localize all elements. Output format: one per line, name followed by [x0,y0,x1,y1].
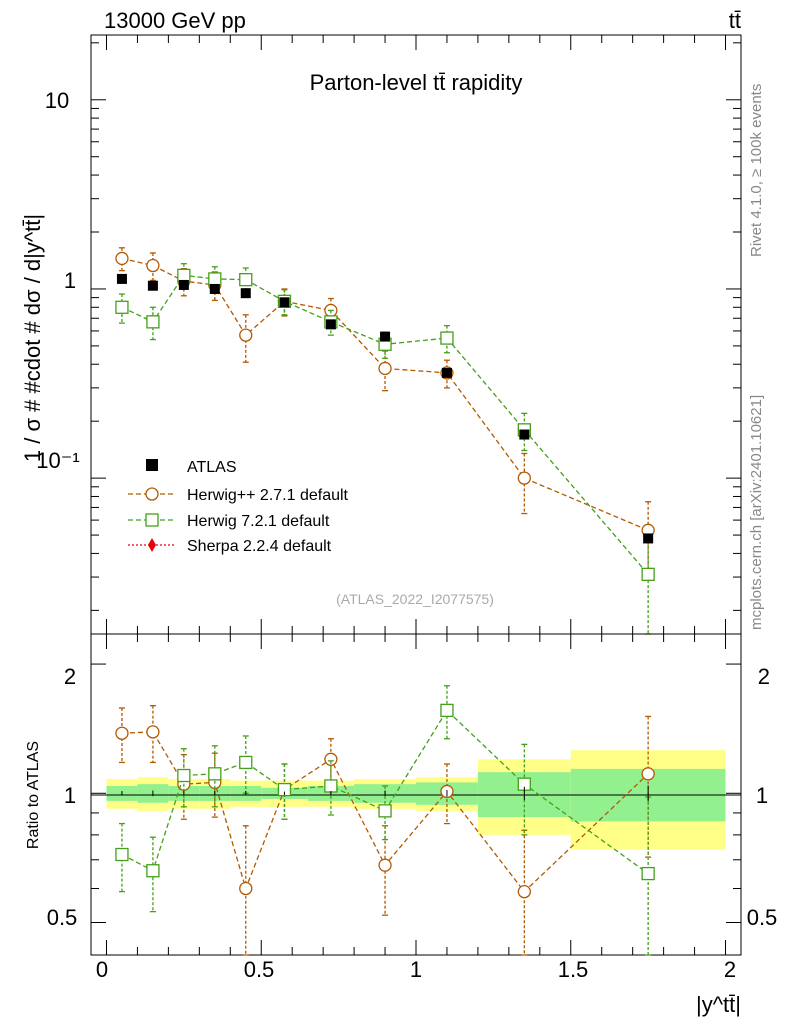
ratio-series-1-point [378,804,392,818]
ratio-series-1-line [121,709,649,875]
ratio-series-0-point [378,858,392,872]
ratio-series-0-point [146,725,160,739]
process-label: tt̄ [729,8,741,33]
ratio-series-0-point [517,884,531,899]
ratio-plot-panel: 2 2 1 1 0.5 0.5 [47,633,778,956]
ratio-tick-label-05-left: 0.5 [47,905,78,930]
legend-marker-herwig7 [145,513,159,527]
main-series-1-point [440,331,454,345]
ratio-series-0-point [324,752,338,766]
ratio-series-1-point [277,782,292,797]
main-series-0-point [517,471,531,485]
ratio-series-1-point [177,768,191,783]
main-series-0-point [378,361,392,376]
main-axis-ticks [91,35,741,634]
main-series-1-point [115,300,129,314]
x-tick-label-1: 1 [410,957,422,982]
main-series-0-line [121,257,649,531]
x-tick-label-0: 0 [96,957,108,982]
x-tick-label-15: 1.5 [558,957,589,982]
main-series-0-point [115,251,129,266]
y-tick-label-1: 1 [64,268,76,293]
atlas-data-point [441,367,452,378]
atlas-data-point [209,283,220,294]
ratio-series-0-point [239,881,253,896]
legend-label-sherpa: Sherpa 2.2.4 default [187,538,332,555]
ratio-series-0-point [641,767,655,781]
ratio-series-1-point [146,864,160,878]
ratio-series-1-point [440,703,454,718]
main-series-1-point [641,567,655,582]
main-series-layer [115,247,655,635]
ratio-series-0-point [115,726,129,740]
x-tick-label-2: 2 [724,957,736,982]
rivet-label: Rivet 4.1.0, ≥ 100k events [748,84,765,257]
ratio-axis-ticks [91,634,741,955]
legend: ATLAS Herwig++ 2.7.1 default Herwig 7.2.… [128,459,349,555]
x-axis-label: |y^tt̄| [696,992,741,1017]
x-tick-label-05: 0.5 [244,957,275,982]
atlas-data-point [147,280,158,291]
ratio-tick-label-1-left: 1 [64,783,76,808]
main-series-1-point [177,268,191,283]
ratio-uncertainty-bands [106,750,726,850]
ratio-series-1-point [239,755,253,770]
energy-label: 13000 GeV pp [104,8,246,33]
y-tick-label-0p1: 10⁻¹ [36,448,79,473]
atlas-data-point [325,319,336,330]
main-plot-panel: 10 1 10⁻¹ Parton-level tt̄ rapidity (ATL… [36,34,742,635]
y-axis-label: 1 / σ # #cdot # dσ / d|y^tt̄| [20,214,45,462]
ratio-series-1-point [324,779,338,793]
main-series-0-point [239,328,253,342]
main-series-1-point [146,315,160,329]
analysis-id-label: (ATLAS_2022_I2077575) [336,591,494,607]
main-series-1-point [239,272,253,287]
ratio-y-axis-label: Ratio to ATLAS [25,741,42,849]
atlas-data-point [116,273,127,284]
legend-marker-atlas [146,459,158,471]
ratio-tick-label-2-right: 2 [758,664,770,689]
ratio-series-layer [115,685,655,956]
main-series-0-point [146,258,160,273]
legend-label-herwig7: Herwig 7.2.1 default [187,513,330,530]
ratio-series-1-point [208,767,222,781]
atlas-data-point [240,288,251,299]
atlas-data-point [643,533,654,544]
main-series-1-point [208,272,222,286]
ratio-tick-label-05-right: 0.5 [747,905,778,930]
atlas-data-point [178,279,189,290]
legend-label-atlas: ATLAS [187,459,237,476]
ratio-tick-label-1-right: 1 [756,783,768,808]
y-tick-label-10: 10 [45,88,69,113]
legend-label-herwigpp: Herwig++ 2.7.1 default [187,487,349,504]
legend-marker-herwigpp [145,487,159,501]
atlas-data-point [279,297,290,308]
atlas-data-point [380,331,391,342]
ratio-series-1-point [641,866,655,881]
ratio-series-1-point [115,847,129,862]
chart-title: Parton-level tt̄ rapidity [310,70,523,95]
mcplots-label: mcplots.cern.ch [arXiv:2401.10621] [748,395,765,630]
atlas-data-point [519,429,530,440]
ratio-tick-label-2-left: 2 [64,664,76,689]
legend-marker-sherpa [148,538,156,552]
